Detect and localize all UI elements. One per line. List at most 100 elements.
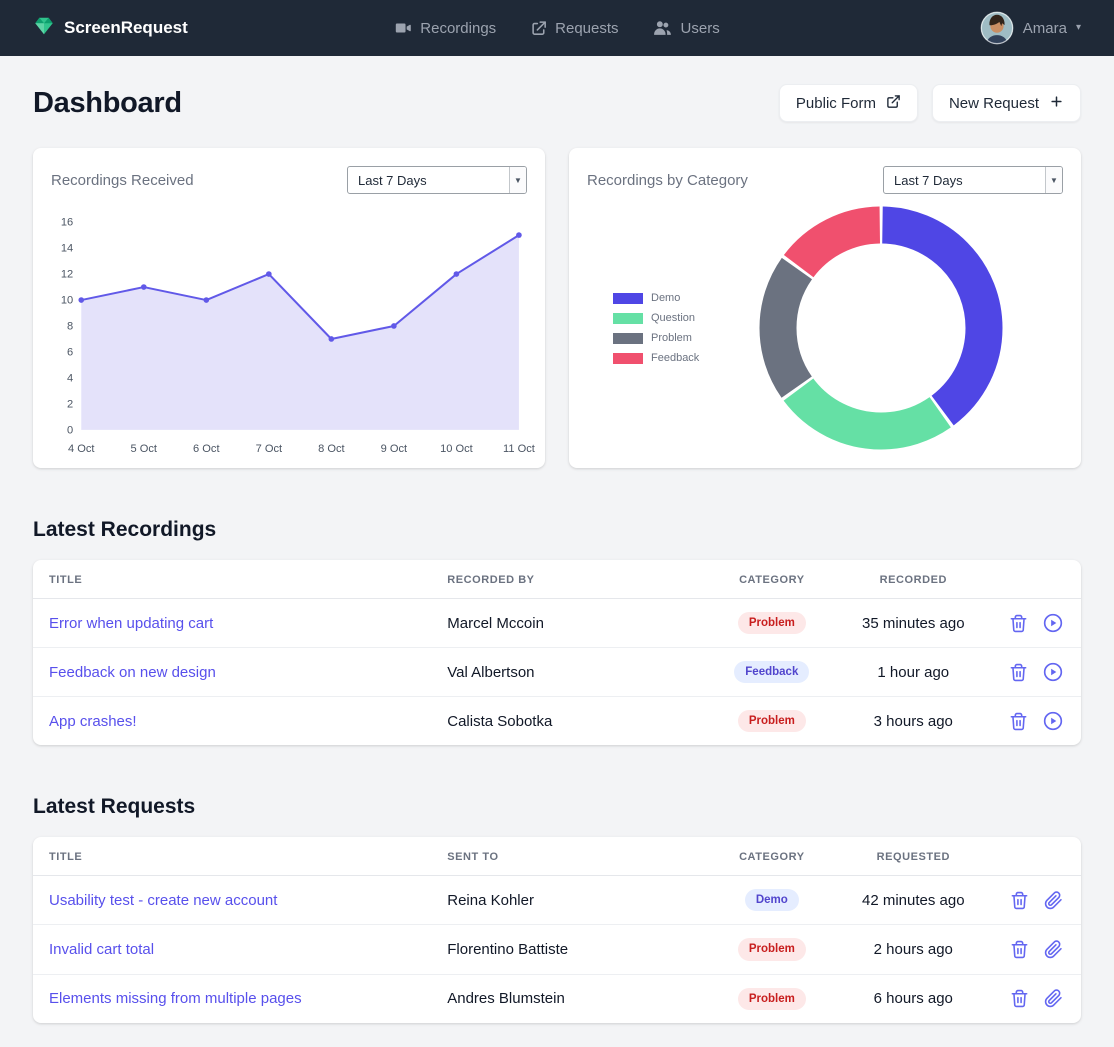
chevron-down-icon: ▼ <box>509 167 526 193</box>
category-range-value: Last 7 Days <box>894 172 963 188</box>
column-header-actions <box>986 560 1081 600</box>
navbar: ScreenRequest Recordings Requests Users <box>0 0 1114 56</box>
trash-icon <box>1011 989 1028 1008</box>
chevron-down-icon: ▼ <box>1045 167 1062 193</box>
svg-text:10: 10 <box>61 295 73 307</box>
category-doughnut-chart[interactable] <box>759 206 1003 450</box>
nav-users[interactable]: Users <box>653 19 720 37</box>
svg-text:16: 16 <box>61 217 73 229</box>
avatar <box>980 11 1014 45</box>
latest-recordings-section: Latest Recordings Title Recorded By Cate… <box>33 518 1081 746</box>
doughnut-segment-problem[interactable] <box>759 206 1003 450</box>
user-name: Amara <box>1022 19 1067 37</box>
share-icon <box>530 20 547 37</box>
paperclip-button[interactable] <box>1044 891 1063 910</box>
category-badge: Problem <box>737 938 806 961</box>
column-header-recorded: Recorded <box>839 560 987 600</box>
trash-icon <box>1011 940 1028 959</box>
svg-text:7 Oct: 7 Oct <box>256 443 282 455</box>
legend-swatch <box>613 352 643 364</box>
person-name: Andres Blumstein <box>431 973 704 1023</box>
person-name: Marcel Mccoin <box>447 614 544 632</box>
svg-text:8 Oct: 8 Oct <box>318 443 344 455</box>
request-title-link[interactable]: Elements missing from multiple pages <box>49 990 302 1008</box>
users-icon <box>653 19 673 37</box>
svg-text:10 Oct: 10 Oct <box>440 443 473 455</box>
nav-recordings[interactable]: Recordings <box>394 19 496 37</box>
recordings-by-category-title: Recordings by Category <box>587 171 748 189</box>
person-name: Val Albertson <box>431 647 704 697</box>
trash-button[interactable] <box>1009 614 1028 633</box>
table-header-row: Title Recorded By Category Recorded <box>33 560 1081 600</box>
recordings-range-select[interactable]: Last 7 Days ▼ <box>347 166 527 194</box>
category-badge: Feedback <box>734 661 810 684</box>
table-row: App crashes! Calista Sobotka Problem 3 hour… <box>33 696 1081 746</box>
table-row: Usability test - create new account Reina… <box>33 876 1081 925</box>
play-button[interactable] <box>1043 613 1063 633</box>
recording-title-link[interactable]: App crashes! <box>49 712 137 730</box>
recording-title-link[interactable]: Feedback on new design <box>49 663 216 681</box>
legend-swatch <box>613 292 643 304</box>
legend-label: Demo <box>651 292 681 304</box>
recordings-line-chart[interactable]: 0 2 4 6 8 10 12 14 16 4 Oct 5 Oct 6 Oct 7 Oct 8 Oct 9 … <box>51 208 535 460</box>
column-header-title: Title <box>33 560 432 600</box>
request-title-link[interactable]: Invalid cart total <box>49 941 155 959</box>
user-menu[interactable]: Amara ▾ <box>980 11 1081 45</box>
latest-requests-heading: Latest Requests <box>33 795 196 819</box>
trash-button[interactable] <box>1009 663 1028 682</box>
svg-text:4: 4 <box>67 372 73 384</box>
brand[interactable]: ScreenRequest <box>33 15 188 42</box>
table-row: Invalid cart total Florentino Battiste Pro… <box>33 924 1081 975</box>
svg-text:9 Oct: 9 Oct <box>381 443 407 455</box>
legend-label: Question <box>651 312 696 324</box>
legend-item[interactable]: Problem <box>613 332 699 344</box>
svg-text:6: 6 <box>67 346 73 358</box>
paperclip-button[interactable] <box>1044 989 1063 1008</box>
recordings-received-card: Recordings Received Last 7 Days ▼ 0 2 4 6 8 1… <box>33 148 545 469</box>
legend-item[interactable]: Demo <box>613 292 699 304</box>
time-ago: 35 minutes ago <box>862 614 965 632</box>
svg-text:8: 8 <box>67 321 73 333</box>
trash-button[interactable] <box>1010 891 1029 910</box>
video-icon <box>394 19 412 37</box>
legend-item[interactable]: Feedback <box>613 352 699 364</box>
legend-item[interactable]: Question <box>613 312 699 324</box>
play-button[interactable] <box>1043 711 1063 731</box>
request-title-link[interactable]: Usability test - create new account <box>49 891 278 909</box>
trash-button[interactable] <box>1009 712 1028 731</box>
legend-label: Problem <box>651 332 692 344</box>
new-request-button[interactable]: New Request <box>931 84 1081 122</box>
nav-users-label: Users <box>680 19 720 37</box>
brand-name: ScreenRequest <box>64 18 188 37</box>
latest-requests-table: Title Sent To Category Requested Usabili… <box>33 837 1081 1023</box>
time-ago: 1 hour ago <box>839 647 987 697</box>
chevron-down-icon: ▾ <box>1075 22 1081 33</box>
play-button[interactable] <box>1043 662 1063 682</box>
trash-icon <box>1011 891 1028 910</box>
latest-requests-section: Latest Requests Title Sent To Category R… <box>33 795 1081 1023</box>
paperclip-icon <box>1044 940 1062 959</box>
svg-text:2: 2 <box>67 398 73 410</box>
recordings-by-category-card: Recordings by Category Last 7 Days ▼ Dem… <box>569 148 1081 469</box>
nav-requests[interactable]: Requests <box>530 19 619 37</box>
trash-button[interactable] <box>1010 989 1029 1008</box>
doughnut-segment-demo[interactable] <box>759 206 1003 450</box>
play-icon <box>1043 663 1063 682</box>
svg-text:0: 0 <box>67 424 73 436</box>
trash-button[interactable] <box>1010 940 1029 959</box>
category-badge: Problem <box>737 710 806 733</box>
doughnut-segment-question[interactable] <box>759 206 1003 450</box>
new-request-label: New Request <box>948 94 1039 112</box>
paperclip-button[interactable] <box>1044 940 1063 959</box>
latest-recordings-heading: Latest Recordings <box>33 518 217 542</box>
public-form-button[interactable]: Public Form <box>778 84 918 122</box>
nav-requests-label: Requests <box>555 19 619 37</box>
time-ago: 2 hours ago <box>839 924 987 975</box>
svg-text:14: 14 <box>61 243 73 255</box>
svg-text:11 Oct: 11 Oct <box>503 443 535 455</box>
category-range-select[interactable]: Last 7 Days ▼ <box>883 166 1063 194</box>
trash-icon <box>1010 614 1027 632</box>
time-ago: 6 hours ago <box>839 973 987 1023</box>
recording-title-link[interactable]: Error when updating cart <box>49 614 214 632</box>
paperclip-icon <box>1044 989 1062 1008</box>
